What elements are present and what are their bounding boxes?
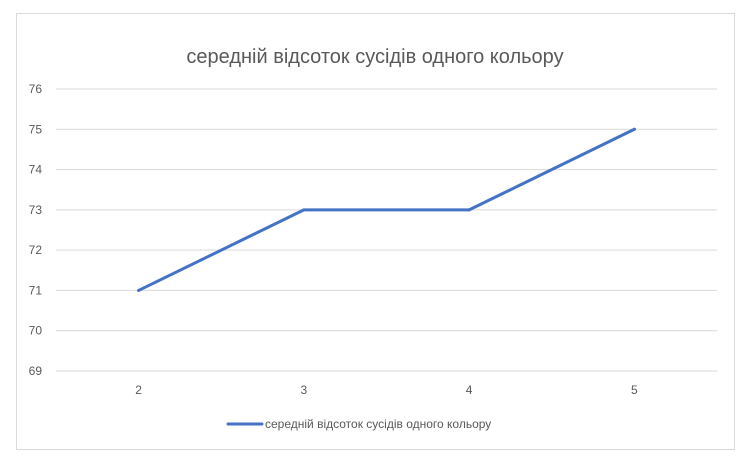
y-tick-label: 73: [29, 203, 43, 217]
data-point: [302, 208, 306, 212]
x-tick-label: 2: [135, 383, 142, 397]
x-axis-tick-labels: 2 3 4 5: [135, 383, 638, 397]
y-axis-tick-labels: 69 70 71 72 73 74 75 76: [29, 82, 43, 378]
y-tick-label: 70: [29, 324, 43, 338]
series-line: [137, 127, 636, 292]
data-point: [137, 288, 141, 292]
legend: середній відсоток сусідів одного кольору: [226, 417, 491, 431]
y-tick-label: 74: [29, 163, 43, 177]
chart-area: [16, 13, 735, 450]
chart-title: середній відсоток сусідів одного кольору: [186, 46, 563, 68]
y-tick-label: 69: [29, 364, 43, 378]
y-tick-label: 76: [29, 82, 43, 96]
y-tick-label: 71: [29, 283, 43, 297]
series-layer: [137, 127, 636, 292]
data-point: [467, 208, 471, 212]
x-tick-label: 3: [301, 383, 308, 397]
gridlines: [56, 88, 717, 372]
legend-label: середній відсоток сусідів одного кольору: [265, 417, 491, 431]
x-tick-label: 4: [466, 383, 473, 397]
x-tick-label: 5: [631, 383, 638, 397]
y-tick-label: 75: [29, 122, 43, 136]
y-tick-label: 72: [29, 243, 43, 257]
data-point: [632, 127, 636, 131]
